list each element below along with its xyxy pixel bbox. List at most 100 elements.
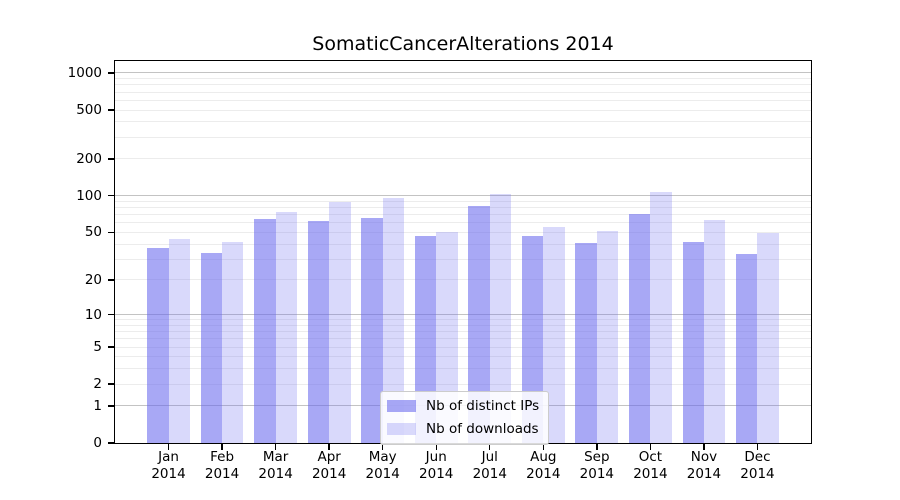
x-tick-label-may: May 2014 — [365, 449, 400, 482]
legend-item-downloads: Nb of downloads — [387, 421, 539, 437]
bar-downloads-jan — [168, 239, 190, 443]
bar-downloads-jul — [489, 193, 512, 443]
gridline-major — [115, 195, 811, 197]
x-tick-mark — [381, 443, 384, 450]
x-tick-label-jul: Jul 2014 — [472, 449, 507, 482]
x-tick-mark — [489, 443, 491, 450]
x-tick-mark — [542, 443, 544, 450]
x-tick-label-jan: Jan 2014 — [151, 449, 186, 482]
gridline-minor — [115, 222, 811, 224]
bar-distinct-ips-nov — [682, 241, 704, 443]
gridline-minor — [115, 231, 811, 233]
bar-downloads-aug — [543, 227, 565, 443]
gridline-minor — [115, 158, 811, 160]
x-tick-mark — [596, 443, 598, 450]
x-tick-mark — [649, 443, 652, 450]
gridline-minor — [115, 243, 811, 245]
gridline-minor — [115, 91, 811, 93]
bar-downloads-sep — [596, 231, 619, 443]
x-tick-label-sep: Sep 2014 — [579, 449, 615, 482]
legend-label-downloads: Nb of downloads — [426, 421, 539, 437]
y-tick-label: 0 — [93, 435, 102, 451]
y-tick-mark — [108, 72, 115, 74]
gridline-minor — [115, 200, 811, 202]
y-tick-mark — [108, 313, 115, 316]
gridline-minor — [115, 279, 811, 281]
x-tick-mark — [167, 443, 170, 450]
gridline-minor — [115, 319, 811, 321]
y-tick-label: 1000 — [67, 64, 102, 81]
x-tick-label-nov: Nov 2014 — [686, 449, 722, 482]
bar-downloads-nov — [703, 220, 726, 443]
x-tick-label-mar: Mar 2014 — [258, 449, 293, 482]
bar-downloads-jun — [436, 232, 458, 443]
gridline-minor — [115, 207, 811, 209]
x-tick-mark — [756, 443, 759, 450]
gridline-minor — [115, 99, 811, 101]
y-tick-label: 50 — [84, 224, 102, 241]
bar-distinct-ips-may — [361, 217, 383, 443]
y-tick-mark — [108, 158, 115, 160]
gridline-major — [115, 72, 811, 74]
bar-distinct-ips-oct — [628, 213, 651, 443]
chart-title: SomaticCancerAlterations 2014 — [312, 33, 614, 55]
y-tick-label: 100 — [76, 187, 102, 204]
legend-label-distinct-ips: Nb of distinct IPs — [426, 398, 540, 414]
x-tick-mark — [274, 443, 277, 450]
bars-layer — [115, 61, 811, 443]
gridline-minor — [115, 109, 811, 111]
y-tick-mark — [108, 109, 115, 111]
bar-downloads-may — [382, 197, 405, 443]
bar-distinct-ips-apr — [307, 221, 330, 443]
y-tick-mark — [108, 383, 115, 385]
bar-downloads-oct — [650, 191, 672, 443]
bar-downloads-apr — [329, 201, 351, 443]
bar-distinct-ips-jul — [468, 206, 490, 443]
y-tick-label: 500 — [76, 102, 102, 119]
gridline-minor — [115, 324, 811, 326]
x-tick-label-dec: Dec 2014 — [740, 449, 775, 482]
y-tick-mark — [108, 346, 115, 348]
gridline-major — [115, 314, 811, 316]
gridline-minor — [115, 356, 811, 358]
y-tick-label: 5 — [93, 339, 102, 356]
x-tick-mark — [435, 443, 437, 450]
x-tick-label-oct: Oct 2014 — [633, 449, 668, 482]
y-tick-mark — [108, 405, 115, 407]
legend-item-distinct-ips: Nb of distinct IPs — [387, 398, 539, 414]
gridline-minor — [115, 214, 811, 216]
y-tick-mark — [108, 279, 115, 281]
bar-distinct-ips-mar — [254, 219, 276, 443]
bar-downloads-dec — [757, 233, 779, 443]
grid-layer — [115, 61, 811, 443]
gridline-minor — [115, 258, 811, 260]
bar-downloads-feb — [222, 241, 244, 443]
x-tick-mark — [703, 443, 705, 450]
plot-area — [115, 61, 811, 443]
gridline-minor — [115, 121, 811, 123]
y-tick-mark — [108, 195, 115, 197]
x-tick-label-apr: Apr 2014 — [311, 449, 347, 482]
legend-swatch-distinct-ips-icon — [387, 400, 416, 412]
gridline-minor — [115, 136, 811, 138]
x-tick-label-jun: Jun 2014 — [419, 449, 454, 482]
bar-distinct-ips-sep — [575, 242, 597, 443]
bar-distinct-ips-dec — [736, 254, 758, 443]
x-tick-label-feb: Feb 2014 — [204, 449, 240, 482]
x-tick-label-aug: Aug 2014 — [526, 449, 561, 482]
gridline-minor — [115, 78, 811, 80]
gridline-minor — [115, 331, 811, 333]
legend: Nb of distinct IPs Nb of downloads — [380, 391, 550, 445]
bar-distinct-ips-feb — [200, 252, 223, 443]
bar-distinct-ips-jan — [147, 248, 169, 443]
legend-swatch-downloads-icon — [387, 423, 416, 435]
gridline-minor — [115, 338, 811, 340]
gridline-minor — [115, 84, 811, 86]
x-tick-mark — [328, 443, 330, 450]
gridline-minor — [115, 368, 811, 370]
y-tick-label: 10 — [84, 306, 102, 323]
bar-downloads-mar — [275, 211, 298, 443]
y-tick-label: 1 — [93, 397, 102, 414]
y-tick-label: 2 — [93, 376, 102, 393]
